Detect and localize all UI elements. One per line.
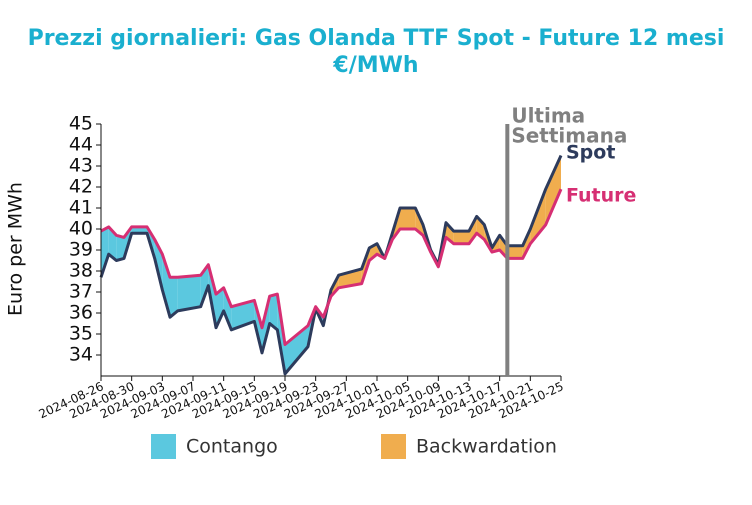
legend-label: Backwardation — [416, 436, 557, 458]
y-tick-label: 35 — [69, 323, 93, 345]
spread-fill — [453, 231, 469, 244]
spread-fill — [101, 226, 109, 278]
legend-swatch — [381, 434, 406, 459]
legend-swatch — [151, 434, 176, 459]
series-label: Future — [566, 185, 636, 207]
series-line — [99, 154, 563, 376]
spread-fill — [177, 275, 201, 311]
annotation-text: Ultima — [511, 104, 585, 128]
spread-fill — [338, 268, 362, 288]
y-tick-label: 38 — [69, 260, 93, 282]
annotation-text: Settimana — [511, 124, 627, 148]
y-tick-label: 36 — [69, 302, 93, 324]
spread-fill — [285, 325, 308, 374]
series-label: Spot — [566, 142, 615, 164]
y-tick-label: 42 — [69, 176, 93, 198]
spread-fill — [269, 294, 278, 330]
y-tick-label: 40 — [69, 218, 93, 240]
spread-fill — [131, 226, 147, 234]
y-tick-label: 39 — [69, 239, 93, 261]
spread-fill — [545, 155, 561, 225]
y-tick-label: 44 — [69, 134, 93, 156]
y-tick-label: 45 — [69, 113, 93, 135]
y-tick-label: 37 — [69, 281, 93, 303]
spread-fill — [216, 287, 224, 328]
series-line — [100, 188, 563, 346]
spread-fill — [200, 264, 209, 307]
y-axis-label: Euro per MWh — [5, 182, 27, 316]
legend-label: Contango — [186, 436, 278, 458]
spread-fill — [223, 287, 232, 330]
spread-fill — [170, 277, 178, 318]
y-tick-label: 41 — [69, 197, 93, 219]
y-tick-label: 43 — [69, 155, 93, 177]
chart-title: Prezzi giornalieri: Gas Olanda TTF Spot … — [28, 26, 725, 51]
spread-fill — [116, 235, 124, 261]
spread-fill — [162, 254, 170, 318]
y-tick-label: 34 — [69, 344, 93, 366]
chart-title: €/MWh — [332, 53, 418, 78]
spread-fill — [507, 245, 523, 259]
spread-fill — [400, 208, 416, 229]
